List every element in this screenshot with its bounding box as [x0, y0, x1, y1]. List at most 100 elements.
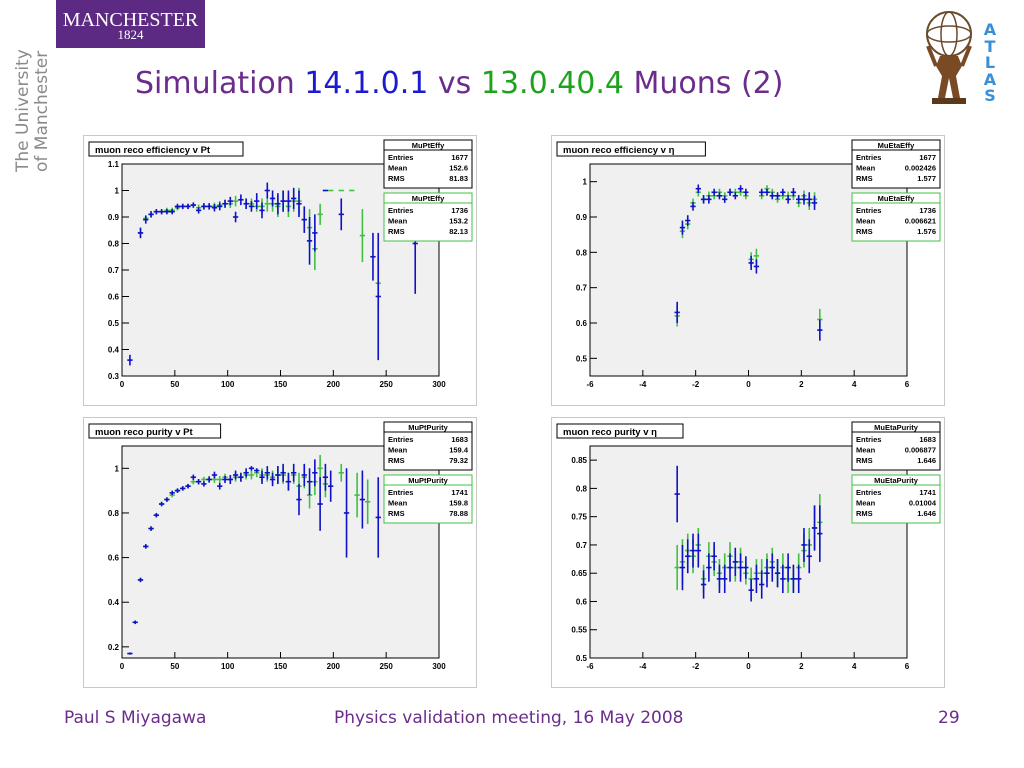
atlas-letter: T	[984, 36, 996, 56]
stats-box	[851, 192, 941, 242]
y-tick-label: 0.9	[576, 213, 588, 222]
stats-label: Entries	[388, 435, 413, 444]
x-tick-label: -4	[639, 662, 647, 671]
y-tick-label: 0.6	[576, 597, 588, 606]
chart-panel-purity-eta: -6 -4 -2 0 2 4 6 0.5 0.55 0.6 0.65 0.7 0.75 0.8 0.85 mu…	[551, 417, 945, 688]
x-tick-label: 4	[852, 380, 857, 389]
stats-value: 1.646	[917, 509, 936, 518]
x-tick-label: 2	[799, 380, 804, 389]
x-tick-label: 0	[120, 380, 125, 389]
x-tick-label: 300	[432, 662, 446, 671]
stats-value: 1736	[919, 206, 936, 215]
chart-panel-purity-pt: 0 50 100 150 200 250 300 0.2 0.4 0.6 0.8 1 muon reco…	[83, 417, 477, 688]
x-tick-label: -2	[692, 380, 700, 389]
y-tick-label: 0.8	[576, 484, 588, 493]
stats-label: Entries	[856, 488, 881, 497]
stats-name: MuPtEffy	[412, 141, 445, 150]
atlas-logo-icon	[926, 11, 972, 104]
y-tick-label: 0.55	[571, 626, 587, 635]
chart-svg: 0 50 100 150 200 250 300 0.2 0.4 0.6 0.8 1 muon reco…	[88, 421, 473, 671]
stats-value: 1677	[451, 153, 468, 162]
title-prefix: Simulation	[135, 66, 305, 101]
chart-svg: -6 -4 -2 0 2 4 6 0.5 0.6 0.7 0.8 0.9 1 muon reco effi…	[556, 139, 941, 389]
y-tick-label: 0.5	[576, 654, 588, 663]
x-tick-label: 0	[746, 380, 751, 389]
stats-label: RMS	[388, 456, 405, 465]
chart-title-box	[556, 141, 706, 157]
y-tick-label: 0.5	[108, 319, 120, 328]
x-tick-label: 100	[221, 662, 235, 671]
stats-value: 1683	[451, 435, 468, 444]
stats-value: 159.4	[449, 446, 469, 455]
chart-title: muon reco efficiency v Pt	[95, 145, 211, 156]
x-tick-label: 200	[327, 380, 341, 389]
stats-value: 79.32	[449, 456, 468, 465]
stats-value: 1.577	[917, 174, 936, 183]
stats-name: MuPtPurity	[408, 423, 448, 432]
stats-label: Entries	[388, 206, 413, 215]
chart-svg: 0 50 100 150 200 250 300 0.3 0.4 0.5 0.6 0.7 0.8 0.9 1…	[88, 139, 473, 389]
stats-label: Entries	[388, 153, 413, 162]
stats-label: Entries	[856, 153, 881, 162]
stats-label: Entries	[856, 435, 881, 444]
x-tick-label: -4	[639, 380, 647, 389]
y-tick-label: 0.4	[108, 346, 120, 355]
stats-label: RMS	[856, 174, 873, 183]
stats-name: MuEtaEffy	[878, 141, 915, 150]
y-tick-label: 0.8	[576, 248, 588, 257]
atlas-letter: S	[984, 86, 996, 105]
x-tick-label: 250	[379, 662, 393, 671]
x-tick-label: 6	[905, 662, 910, 671]
y-tick-label: 0.9	[108, 213, 120, 222]
stats-box	[383, 139, 473, 189]
stats-box	[383, 192, 473, 242]
y-tick-label: 1	[115, 464, 120, 473]
stats-name: MuEtaEffy	[878, 194, 915, 203]
y-tick-label: 0.6	[108, 554, 120, 563]
page-number: 29	[938, 708, 960, 728]
university-line-1: The University	[13, 49, 33, 172]
atlas-letter: A	[983, 20, 997, 39]
university-line-2: of Manchester	[32, 50, 52, 172]
stats-value: 81.83	[449, 174, 468, 183]
y-tick-label: 0.7	[108, 266, 120, 275]
y-tick-label: 1	[583, 178, 588, 187]
stats-label: RMS	[388, 174, 405, 183]
stats-name: MuPtEffy	[412, 194, 445, 203]
stats-label: RMS	[388, 509, 405, 518]
logo-wordmark: MANCHESTER	[62, 9, 199, 31]
stats-label: Mean	[388, 164, 408, 173]
y-tick-label: 0.6	[576, 319, 588, 328]
chart-title-box	[556, 423, 684, 439]
x-tick-label: 300	[432, 380, 446, 389]
stats-label: Mean	[856, 446, 876, 455]
stats-value: 159.8	[449, 499, 468, 508]
stats-label: Mean	[856, 217, 876, 226]
stats-label: RMS	[856, 456, 873, 465]
stats-label: Mean	[388, 446, 408, 455]
y-tick-label: 0.7	[576, 284, 588, 293]
chart-title: muon reco efficiency v η	[563, 145, 675, 156]
x-tick-label: 50	[170, 380, 179, 389]
stats-value: 0.002426	[905, 164, 936, 173]
y-tick-label: 0.65	[571, 569, 587, 578]
x-tick-label: 4	[852, 662, 857, 671]
x-tick-label: 150	[274, 380, 288, 389]
x-tick-label: 150	[274, 662, 288, 671]
y-tick-label: 1	[115, 187, 120, 196]
y-tick-label: 0.75	[571, 513, 587, 522]
stats-box	[851, 474, 941, 524]
stats-box	[383, 474, 473, 524]
atlas-letter: A	[983, 69, 997, 89]
atlas-letter: L	[984, 53, 996, 72]
x-tick-label: 6	[905, 380, 910, 389]
stats-value: 1677	[919, 153, 936, 162]
manchester-logo: MANCHESTER 1824	[56, 0, 205, 48]
x-tick-label: 2	[799, 662, 804, 671]
y-tick-label: 0.2	[108, 643, 120, 652]
y-tick-label: 0.3	[108, 372, 120, 381]
stats-label: Mean	[856, 499, 876, 508]
chart-title-box	[88, 141, 244, 157]
title-version-b: 13.0.40.4	[480, 66, 624, 101]
chart-title: muon reco purity v Pt	[95, 427, 193, 438]
